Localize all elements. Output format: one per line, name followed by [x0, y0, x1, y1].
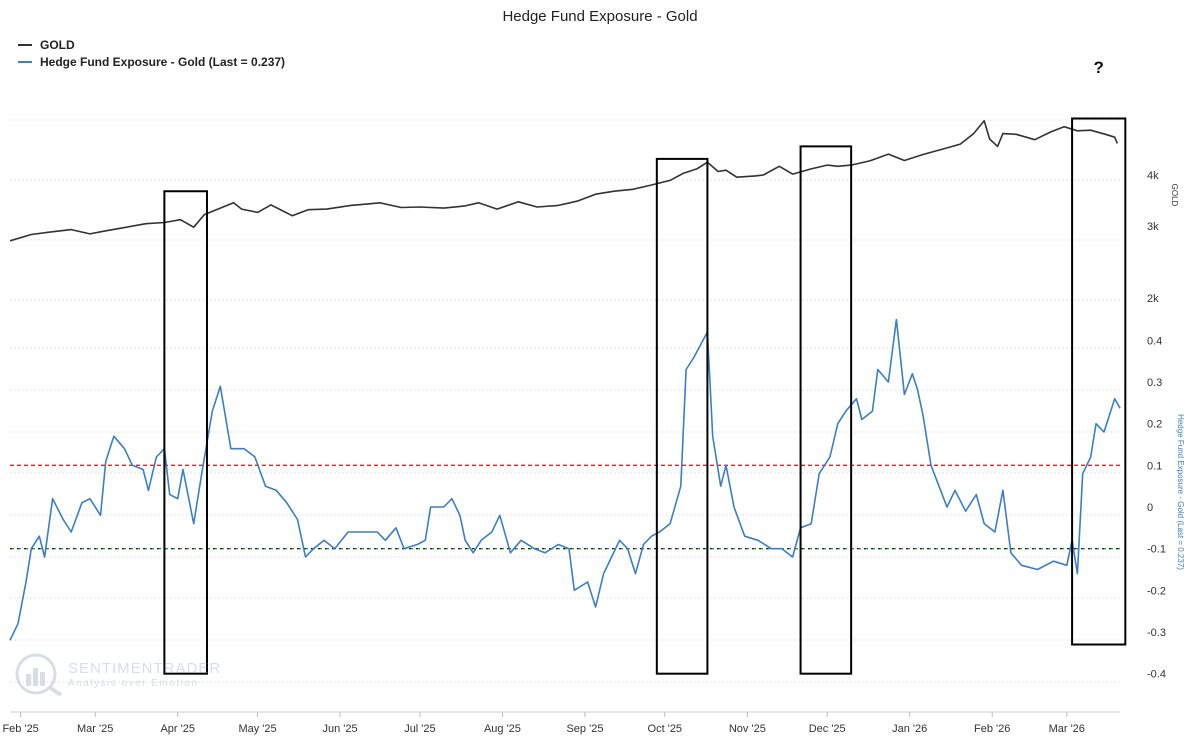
legend-swatch-exposure — [18, 60, 32, 63]
y-tick-label-exposure: -0.2 — [1147, 585, 1166, 597]
y-axis-title-exposure: Hedge Fund Exposure - Gold (Last = 0.237… — [1176, 414, 1185, 570]
x-tick-label: Feb '26 — [974, 723, 1010, 735]
x-tick-label: Feb '25 — [2, 723, 38, 735]
x-tick-label: Apr '25 — [160, 723, 195, 735]
y-tick-label-exposure: -0.3 — [1147, 627, 1166, 639]
y-tick-label-exposure: 0 — [1147, 502, 1153, 514]
legend-item-gold[interactable]: GOLD — [18, 36, 285, 53]
y-tick-label-exposure: -0.4 — [1147, 669, 1166, 681]
watermark: SENTIMENTRADER Analysis over Emotion — [14, 652, 220, 701]
x-tick-label: Nov '25 — [729, 723, 766, 735]
highlight-box — [1071, 117, 1127, 646]
sentimentrader-logo-icon — [15, 653, 63, 697]
y-tick-label-gold: 4k — [1147, 170, 1159, 182]
x-tick-label: Jul '25 — [404, 723, 435, 735]
watermark-brand: SENTIMENTRADER — [68, 660, 222, 677]
legend: GOLD Hedge Fund Exposure - Gold (Last = … — [18, 36, 285, 70]
highlight-box — [655, 157, 709, 675]
y-tick-label-exposure: 0.4 — [1147, 335, 1162, 347]
legend-item-exposure[interactable]: Hedge Fund Exposure - Gold (Last = 0.237… — [18, 53, 285, 70]
y-tick-label-exposure: -0.1 — [1147, 544, 1166, 556]
y-tick-label-gold: 2k — [1147, 293, 1159, 305]
x-tick-label: May '25 — [238, 723, 276, 735]
y-tick-label-exposure: 0.2 — [1147, 419, 1162, 431]
annotation-question-mark: ? — [1094, 58, 1104, 77]
x-tick-label: Aug '25 — [484, 723, 521, 735]
y-axis-title-gold: GOLD — [1170, 184, 1179, 207]
highlight-box — [163, 190, 208, 675]
highlight-box — [799, 145, 853, 675]
legend-label-gold: GOLD — [40, 37, 75, 52]
series-line-gold — [9, 120, 1119, 242]
x-tick-label: Mar '25 — [77, 723, 113, 735]
x-tick-label: Dec '25 — [809, 723, 846, 735]
watermark-tagline: Analysis over Emotion — [68, 678, 199, 689]
legend-swatch-gold — [18, 43, 32, 46]
y-tick-label-exposure: 0.3 — [1147, 377, 1162, 389]
x-tick-label: Jan '26 — [892, 723, 927, 735]
chart-title: Hedge Fund Exposure - Gold — [502, 8, 698, 25]
x-tick-label: Mar '26 — [1049, 723, 1085, 735]
x-tick-label: Sep '25 — [566, 723, 603, 735]
y-tick-label-gold: 3k — [1147, 221, 1159, 233]
legend-label-exposure: Hedge Fund Exposure - Gold (Last = 0.237… — [40, 54, 286, 69]
y-tick-label-exposure: 0.1 — [1147, 460, 1162, 472]
x-tick-label: Oct '25 — [648, 723, 683, 735]
series-line-exposure — [9, 318, 1121, 641]
x-tick-label: Jun '25 — [323, 723, 358, 735]
